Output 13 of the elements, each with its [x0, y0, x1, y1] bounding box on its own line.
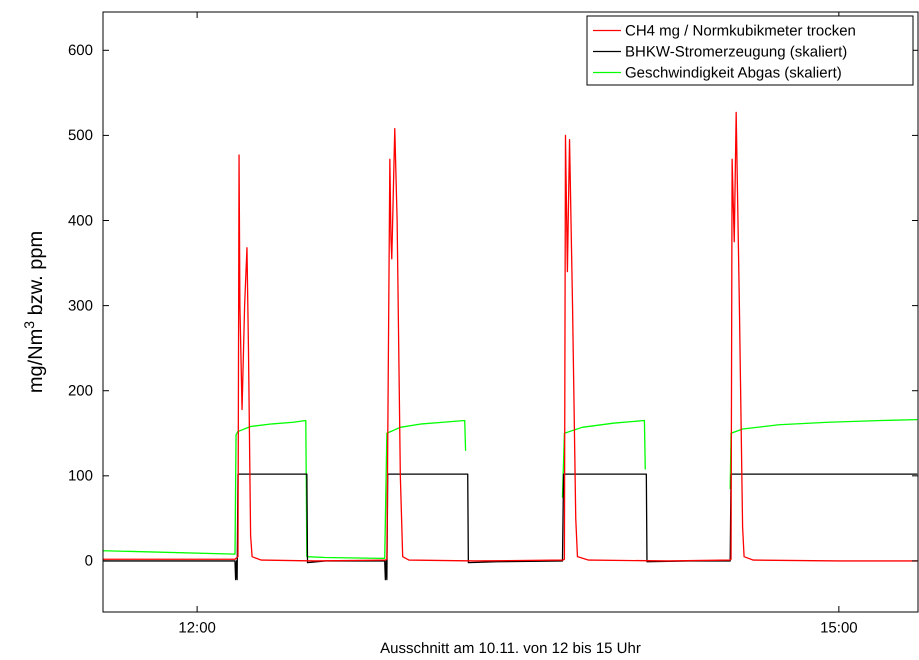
y-tick-label: 200: [68, 382, 93, 400]
y-tick-label: 600: [68, 42, 93, 60]
x-tick-label: 15:00: [820, 620, 858, 637]
x-axis-title: Ausschnitt am 10.11. von 12 bis 15 Uhr: [380, 640, 641, 657]
y-tick-label: 300: [68, 297, 93, 314]
legend-label: Geschwindigkeit Abgas (skaliert): [625, 64, 842, 82]
legend-label: BHKW-Stromerzeugung (skaliert): [625, 44, 848, 60]
x-tick-label: 12:00: [178, 620, 216, 637]
y-tick-label: 100: [68, 468, 93, 485]
legend-label: CH4 mg / Normkubikmeter trocken: [625, 22, 856, 40]
y-tick-label: 0: [84, 552, 93, 570]
y-tick-label: 400: [68, 212, 93, 230]
y-tick-label: 500: [68, 127, 93, 144]
